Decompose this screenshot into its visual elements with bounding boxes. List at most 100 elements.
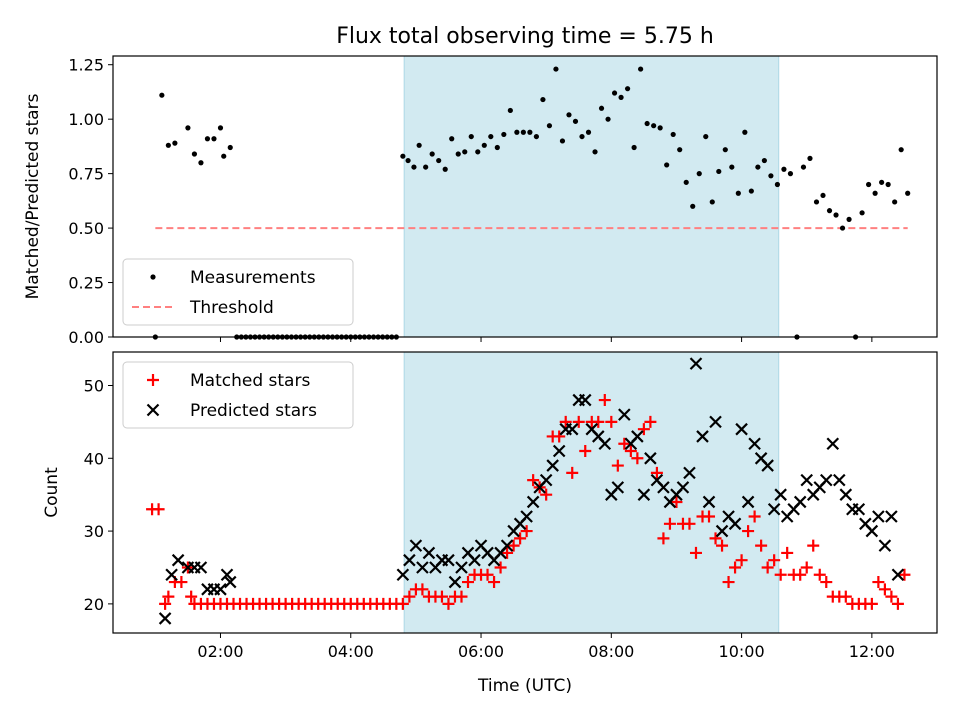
measurement-point xyxy=(423,164,429,170)
predicted-star-point xyxy=(539,473,553,487)
matched-star-point xyxy=(455,590,468,603)
measurement-point xyxy=(644,120,650,127)
predicted-star-point xyxy=(852,502,866,516)
measurement-point xyxy=(761,157,767,164)
predicted-star-point xyxy=(839,488,853,501)
measurement-point xyxy=(820,192,826,199)
matched-star-point xyxy=(442,597,455,610)
measurement-point xyxy=(592,149,598,155)
predicted-star-point xyxy=(165,568,178,582)
matched-star-point xyxy=(689,546,702,559)
predicted-star-point xyxy=(728,517,742,531)
shaded-interval-top xyxy=(403,55,780,338)
legend-measurement-marker xyxy=(150,274,156,280)
measurement-point xyxy=(651,123,657,129)
measurement-point xyxy=(191,151,198,157)
matched-star-point xyxy=(185,590,198,603)
matched-star-point xyxy=(175,576,188,589)
predicted-star-point xyxy=(448,575,462,589)
measurement-point xyxy=(572,118,579,124)
matched-star-point xyxy=(396,597,409,610)
predicted-star-point xyxy=(741,495,755,509)
predicted-star-point xyxy=(396,568,410,582)
matched-star-point xyxy=(403,590,416,603)
matched-star-point xyxy=(559,415,572,428)
matched-star-point xyxy=(507,539,520,552)
measurement-point xyxy=(670,131,676,138)
predicted-star-point xyxy=(546,459,559,472)
matched-star-point xyxy=(683,517,696,530)
measurement-point xyxy=(781,166,787,172)
matched-star-point xyxy=(839,590,852,603)
top-y-tick-label: 0.75 xyxy=(68,165,104,184)
measurement-point xyxy=(755,164,761,170)
predicted-star-point xyxy=(657,481,670,494)
shaded-interval-bottom xyxy=(403,351,780,634)
predicted-star-point xyxy=(455,561,468,574)
predicted-star-point xyxy=(637,488,651,501)
measurement-point xyxy=(748,188,754,194)
matched-star-point xyxy=(152,503,165,516)
matched-star-point xyxy=(794,568,807,581)
predicted-star-point xyxy=(409,539,423,552)
predicted-star-point xyxy=(885,510,898,523)
x-tick-label: 08:00 xyxy=(588,642,634,661)
predicted-star-point xyxy=(865,524,879,538)
matched-star-point xyxy=(748,510,761,523)
legend-threshold-label: Threshold xyxy=(189,298,274,318)
matched-star-point xyxy=(761,561,774,574)
matched-star-point xyxy=(807,539,820,552)
measurement-point xyxy=(872,190,878,196)
top-panel: 0.00 0.25 0.50 0.75 1.00 1.25 Matched/Predict… xyxy=(23,55,938,347)
x-tick-label: 04:00 xyxy=(328,642,374,661)
matched-star-point xyxy=(650,466,663,479)
predicted-star-point xyxy=(683,466,696,480)
measurement-point xyxy=(716,168,722,175)
matched-star-point xyxy=(162,590,175,603)
matched-star-point xyxy=(885,590,898,603)
legend-measurements-label: Measurements xyxy=(190,268,316,288)
bottom-y-tick-label: 50 xyxy=(84,376,104,395)
measurement-point xyxy=(405,157,411,164)
predicted-star-point xyxy=(767,502,781,516)
predicted-star-point xyxy=(793,495,807,509)
measurement-point xyxy=(638,66,644,72)
top-y-axis: 0.00 0.25 0.50 0.75 1.00 1.25 xyxy=(68,56,113,347)
measurement-point xyxy=(520,129,526,135)
predicted-star-point xyxy=(774,488,787,501)
matched-star-point xyxy=(774,568,787,581)
measurement-point xyxy=(879,179,885,185)
measurement-point xyxy=(618,94,624,100)
measurement-point xyxy=(185,125,191,131)
measurement-point xyxy=(559,138,566,144)
matched-star-point xyxy=(865,597,878,610)
predicted-star-point xyxy=(833,473,846,487)
predicted-star-point xyxy=(422,546,436,560)
measurement-point xyxy=(475,149,481,155)
predicted-star-point xyxy=(891,568,905,582)
matched-star-point xyxy=(891,597,904,610)
predicted-star-point xyxy=(689,357,703,370)
matched-star-point xyxy=(481,568,494,581)
x-tick-label: 02:00 xyxy=(197,642,243,661)
predicted-star-point xyxy=(819,473,833,487)
measurement-point xyxy=(735,190,741,196)
measurement-point xyxy=(722,147,728,153)
measurement-point xyxy=(165,142,171,148)
predicted-star-point xyxy=(826,437,840,451)
predicted-star-point xyxy=(618,408,631,421)
matched-star-point xyxy=(768,554,781,567)
measurement-point xyxy=(690,203,696,209)
measurement-point xyxy=(729,164,735,170)
measurement-point xyxy=(664,162,670,168)
measurement-point xyxy=(885,181,891,188)
matched-star-point xyxy=(716,539,729,552)
measurement-point xyxy=(436,157,442,164)
bottom-shaded-interval xyxy=(403,351,780,634)
measurement-point xyxy=(455,151,461,157)
x-tick-label: 10:00 xyxy=(719,642,765,661)
measurement-point xyxy=(631,144,637,151)
measurement-point xyxy=(833,212,839,218)
